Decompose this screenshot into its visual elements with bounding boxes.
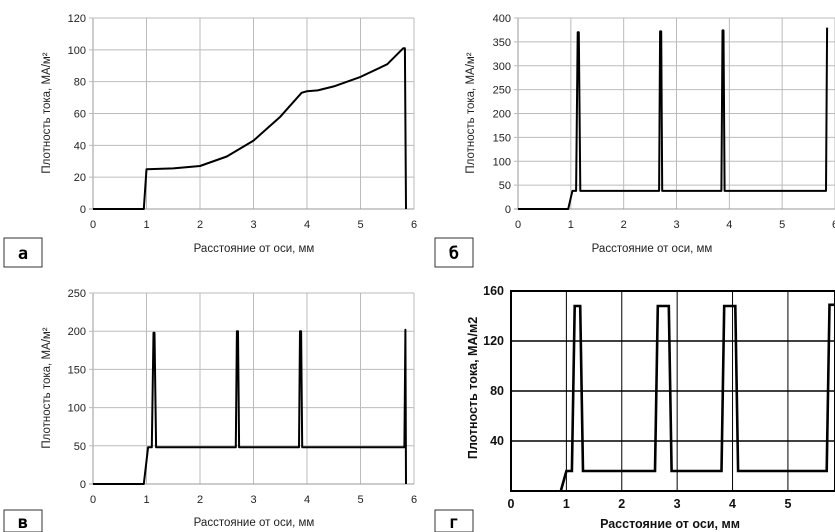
b-x-axis-title: Расстояние от оси, мм <box>592 243 713 255</box>
b-x-tick-label: 3 <box>673 219 679 231</box>
a-panel-label-box <box>3 237 43 268</box>
a-x-ticks: 0 1 2 3 4 5 6 <box>90 219 417 231</box>
v-panel-label: в <box>18 513 28 532</box>
b-panel-label-box <box>434 237 474 268</box>
v-x-axis-title: Расстояние от оси, мм <box>194 517 315 529</box>
b-x-tick-label: 1 <box>568 219 574 231</box>
b-y-tick-label: 400 <box>493 13 511 25</box>
g-grid <box>510 290 835 492</box>
b-y-tick-label: 200 <box>493 109 511 121</box>
a-x-axis-title: Расстояние от оси, мм <box>194 243 315 255</box>
g-y-tick-label: 120 <box>483 334 504 348</box>
b-y-axis-title: Плотность тока, МА/м² <box>465 52 477 173</box>
b-x-tick-label: 5 <box>779 219 785 231</box>
g-x-tick-label: 1 <box>563 497 570 511</box>
a-y-tick-label: 60 <box>74 109 86 121</box>
a-y-tick-label: 80 <box>74 77 86 89</box>
v-y-ticks: 0 50 100 150 200 250 <box>68 288 86 491</box>
g-y-axis-title: Плотность тока, МА/м2 <box>466 317 480 459</box>
v-y-tick-label: 100 <box>68 403 86 415</box>
b-x-tick-label: 0 <box>515 219 521 231</box>
g-panel-label-box <box>434 509 474 532</box>
g-x-tick-label: 0 <box>508 497 515 511</box>
v-x-tick-label: 2 <box>197 494 203 506</box>
v-y-axis-title: Плотность тока, МА/м² <box>41 327 53 448</box>
b-y-tick-label: 350 <box>493 37 511 49</box>
a-y-tick-label: 120 <box>68 13 86 25</box>
g-y-tick-label: 160 <box>483 284 504 298</box>
b-series-line <box>518 27 829 210</box>
a-x-tick-label: 4 <box>304 219 310 231</box>
b-y-ticks: 0 50 100 150 200 250 300 350 400 <box>493 13 511 216</box>
g-y-tick-label: 40 <box>490 434 504 448</box>
g-x-tick-label: 4 <box>729 497 736 511</box>
g-y-ticks: 40 80 120 160 <box>483 284 504 448</box>
v-x-tick-label: 5 <box>357 494 363 506</box>
v-x-tick-label: 3 <box>250 494 256 506</box>
b-x-tick-label: 4 <box>726 219 732 231</box>
a-y-tick-label: 40 <box>74 140 86 152</box>
b-panel-label: б <box>449 244 459 264</box>
b-y-tick-label: 50 <box>499 180 511 192</box>
g-series-line <box>559 303 835 492</box>
a-x-tick-label: 0 <box>90 219 96 231</box>
a-x-tick-label: 6 <box>411 219 417 231</box>
v-y-tick-label: 250 <box>68 288 86 300</box>
v-y-tick-label: 150 <box>68 364 86 376</box>
a-y-tick-label: 0 <box>80 204 86 216</box>
v-y-tick-label: 200 <box>68 326 86 338</box>
g-y-tick-label: 80 <box>490 384 504 398</box>
g-x-axis-title: Расстояние от оси, мм <box>600 517 740 531</box>
b-y-tick-label: 100 <box>493 156 511 168</box>
v-y-tick-label: 50 <box>74 441 86 453</box>
v-x-tick-label: 6 <box>411 494 417 506</box>
a-x-tick-label: 5 <box>357 219 363 231</box>
panel-b: 0 50 100 150 200 250 300 350 400 0 1 2 3 4 5 6 Расстоя… <box>434 13 835 268</box>
v-panel-label-box <box>3 509 43 532</box>
v-series-line <box>93 328 407 485</box>
panel-v: 0 50 100 150 200 250 0 1 2 3 4 5 6 Расстояние от ос… <box>3 288 417 532</box>
g-panel-label: г <box>449 513 459 532</box>
b-y-tick-label: 0 <box>505 204 511 216</box>
a-y-tick-label: 20 <box>74 172 86 184</box>
b-x-tick-label: 6 <box>832 219 835 231</box>
a-x-tick-label: 1 <box>143 219 149 231</box>
a-y-axis-title: Плотность тока, МА/м² <box>41 52 53 173</box>
a-panel-label: а <box>18 244 28 264</box>
a-y-tick-label: 100 <box>68 45 86 57</box>
a-series-line <box>93 47 407 210</box>
a-y-ticks: 0 20 40 60 80 100 120 <box>68 13 86 216</box>
v-x-tick-label: 4 <box>304 494 310 506</box>
a-x-tick-label: 3 <box>250 219 256 231</box>
v-x-ticks: 0 1 2 3 4 5 6 <box>90 494 417 506</box>
a-grid <box>89 17 415 210</box>
b-y-tick-label: 150 <box>493 132 511 144</box>
v-x-tick-label: 1 <box>143 494 149 506</box>
a-x-tick-label: 2 <box>197 219 203 231</box>
v-x-tick-label: 0 <box>90 494 96 506</box>
panel-a: 0 20 40 60 80 100 120 0 1 2 3 4 5 6 Расстояние от ос… <box>3 13 417 268</box>
b-grid <box>514 17 835 210</box>
g-x-tick-label: 2 <box>618 497 625 511</box>
b-y-tick-label: 300 <box>493 61 511 73</box>
b-x-tick-label: 2 <box>621 219 627 231</box>
b-y-tick-label: 250 <box>493 85 511 97</box>
g-x-ticks: 0 1 2 3 4 5 <box>508 497 792 511</box>
b-x-ticks: 0 1 2 3 4 5 6 <box>515 219 835 231</box>
g-x-tick-label: 3 <box>674 497 681 511</box>
g-x-tick-label: 5 <box>784 497 791 511</box>
v-y-tick-label: 0 <box>80 479 86 491</box>
